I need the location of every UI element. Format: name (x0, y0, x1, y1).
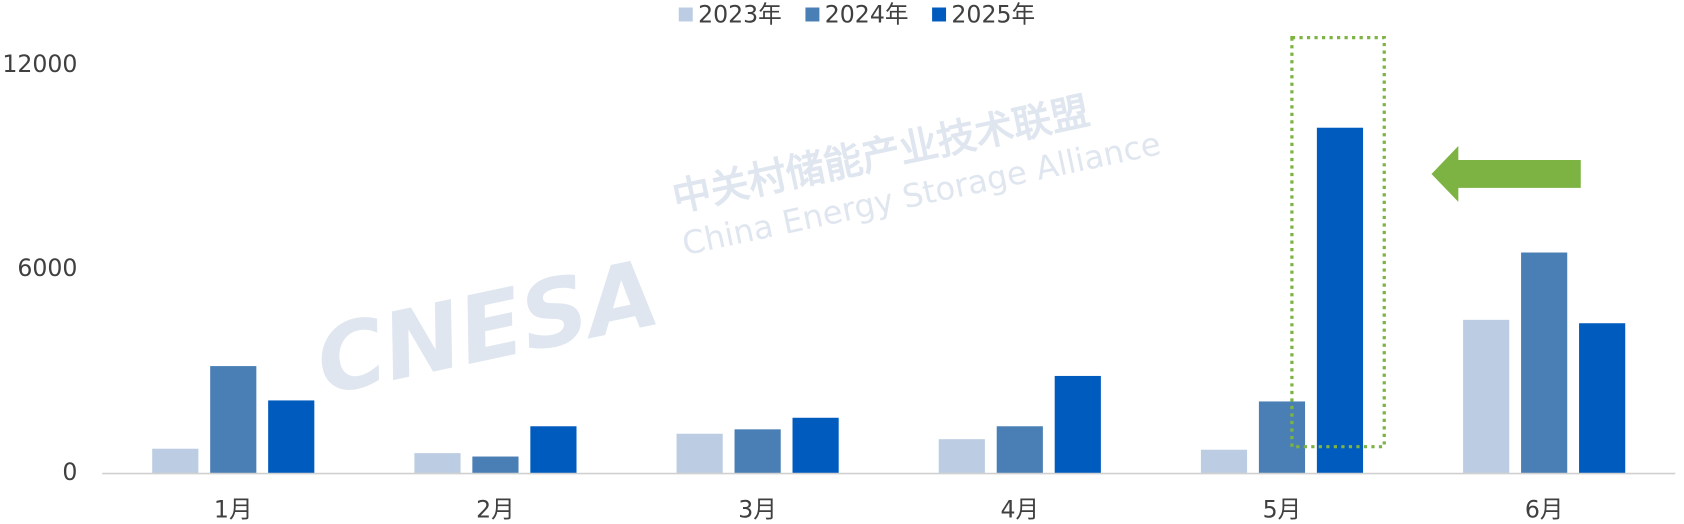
bar (1200, 449, 1248, 474)
highlight-arrow (1431, 146, 1581, 202)
y-tick-label: 12000 (2, 50, 77, 78)
bar (792, 417, 839, 474)
x-tick-label: 4月 (1000, 496, 1039, 524)
legend-swatch (805, 7, 820, 22)
bar (268, 400, 315, 474)
legend-label: 2025年 (951, 1, 1035, 29)
bar (1258, 401, 1306, 474)
bar (938, 439, 985, 474)
x-tick-label: 2月 (476, 496, 515, 524)
highlight-box (1290, 35, 1386, 449)
bar (1521, 252, 1568, 474)
y-tick-label: 0 (62, 458, 77, 486)
x-tick-label: 3月 (738, 496, 777, 524)
watermark: CNESA 中关村储能产业技术联盟 China Energy Storage A… (307, 89, 1164, 417)
legend-label: 2023年 (698, 1, 782, 29)
bar (734, 429, 781, 474)
legend-swatch (678, 7, 693, 22)
bar (1579, 323, 1626, 474)
legend-label: 2024年 (825, 1, 909, 29)
bar (1463, 319, 1510, 474)
x-tick-label: 6月 (1525, 496, 1564, 524)
x-tick-label: 1月 (214, 496, 253, 524)
y-tick-label: 6000 (17, 254, 77, 282)
x-tick-label: 5月 (1263, 496, 1302, 524)
legend-swatch (932, 7, 947, 22)
bar (1316, 127, 1364, 474)
bar (1054, 375, 1101, 474)
bar (676, 433, 723, 474)
watermark-logo: CNESA (307, 239, 668, 417)
bar (152, 448, 199, 474)
bar (414, 453, 461, 474)
bar (530, 426, 577, 474)
bar (996, 426, 1043, 474)
bar (210, 366, 257, 474)
bar (472, 456, 519, 474)
